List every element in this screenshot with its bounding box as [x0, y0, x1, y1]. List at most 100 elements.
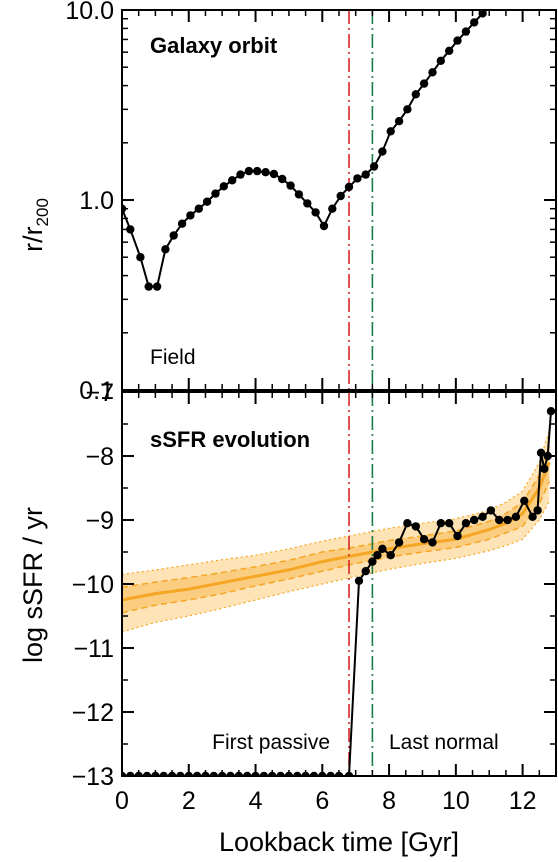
field-outer-high-line	[122, 430, 550, 575]
orbit-data-point	[303, 199, 312, 208]
ssfr-data-point	[176, 771, 185, 776]
orbit-data-point	[144, 282, 153, 291]
ssfr-data-point	[259, 771, 269, 776]
ssfr-data-point	[209, 771, 218, 776]
orbit-data-point	[261, 168, 270, 177]
orbit-data-point	[445, 46, 454, 55]
bottom-y-axis-label: log sSFR / yr	[18, 507, 48, 663]
bottom-y-tick-label: −13	[72, 763, 114, 791]
ssfr-data-point	[470, 515, 479, 525]
ssfr-data-point	[226, 771, 235, 776]
ssfr-data-point	[536, 448, 546, 457]
orbit-data-point	[378, 147, 387, 156]
bottom-y-tick-label: −12	[72, 699, 114, 727]
bottom-y-tick-label: −10	[72, 571, 114, 599]
orbit-data-point	[236, 170, 245, 179]
ssfr-data-point	[276, 771, 285, 776]
top-panel: 0.1 1.0 10.0 Galaxy orbit r/r200	[18, 0, 557, 405]
orbit-data-point	[228, 176, 237, 185]
ssfr-data-point	[378, 544, 387, 553]
ssfr-data-point	[344, 771, 354, 776]
field-label: Field	[150, 346, 196, 369]
orbit-data-point	[386, 127, 395, 136]
ssfr-data-point	[495, 515, 504, 525]
orbit-data-point	[126, 225, 135, 234]
ssfr-data-point	[528, 512, 537, 521]
orbit-data-point	[436, 56, 445, 65]
field-outer-low-line	[122, 500, 550, 633]
ssfr-data-point	[394, 538, 404, 547]
orbit-data-point	[169, 231, 178, 240]
orbit-data-point	[278, 174, 287, 184]
ssfr-data-point	[445, 519, 454, 528]
orbit-data-point	[186, 211, 195, 220]
orbit-data-point	[394, 117, 404, 126]
ssfr-data-point	[411, 522, 420, 531]
bottom-y-axis-label-text: log sSFR / yr	[18, 507, 48, 663]
bottom-y-tick-label: −9	[85, 507, 114, 535]
ssfr-data-point	[540, 464, 549, 473]
orbit-data-point	[194, 204, 203, 213]
first-passive-label: First passive	[212, 731, 330, 754]
bottom-panel: −13 −12 −11 −10 −9 −8 −7 0 2 4 6 8 10 12 sSFR evoluti…	[18, 346, 557, 857]
ssfr-data-point	[436, 519, 445, 528]
top-y-tick-label: 1.0	[79, 187, 114, 215]
ssfr-data-point	[361, 567, 370, 576]
orbit-data-point	[286, 181, 295, 190]
orbit-data-point	[152, 282, 162, 291]
top-y-axis-label: r/r200	[18, 198, 52, 252]
ssfr-data-point	[478, 512, 487, 521]
orbit-data-point	[253, 166, 262, 176]
top-y-axis-label-main: r/r	[18, 226, 48, 251]
orbit-data-point	[219, 182, 228, 191]
ssfr-data-point	[520, 496, 529, 505]
orbit-data-point	[489, 10, 493, 11]
field-inner-band	[122, 446, 550, 613]
top-y-axis-label-sub: 200	[33, 198, 52, 226]
x-tick-label: 10	[442, 787, 470, 815]
ssfr-data-point	[142, 771, 152, 776]
orbit-data-point	[244, 166, 254, 176]
bottom-y-tick-label: −8	[85, 443, 114, 471]
ssfr-data-point	[486, 506, 496, 515]
orbit-data-point	[461, 27, 471, 36]
orbit-data-point	[470, 18, 479, 27]
bottom-y-tick-label: −7	[85, 379, 114, 407]
orbit-data-point	[269, 169, 279, 179]
ssfr-data-point	[126, 771, 135, 776]
ssfr-data-point	[326, 771, 335, 776]
ssfr-data-point	[403, 519, 412, 528]
orbit-data-point	[361, 170, 370, 179]
orbit-data-point	[211, 189, 220, 198]
ssfr-data-point	[122, 771, 127, 776]
ssfr-data-point	[533, 506, 542, 515]
ssfr-data-point	[243, 771, 252, 776]
ssfr-data-point	[386, 551, 395, 560]
bottom-panel-title: sSFR evolution	[150, 427, 310, 452]
orbit-data-point	[161, 245, 170, 254]
x-tick-label: 4	[249, 787, 263, 815]
orbit-data-point	[478, 10, 487, 18]
x-tick-label: 6	[315, 787, 329, 815]
ssfr-data-point	[546, 407, 556, 416]
orbit-data-point	[177, 219, 187, 228]
ssfr-data-point	[503, 515, 512, 525]
x-axis-label: Lookback time [Gyr]	[219, 827, 459, 857]
orbit-data-point	[353, 174, 362, 183]
orbit-data-point	[403, 105, 412, 114]
x-tick-label: 2	[182, 787, 196, 815]
bottom-y-tick-label: −11	[73, 635, 114, 663]
ssfr-data-point	[293, 771, 302, 776]
ssfr-data-point	[354, 576, 364, 585]
orbit-data-point	[311, 208, 320, 217]
top-panel-title: Galaxy orbit	[150, 33, 278, 58]
ssfr-data-point	[159, 771, 168, 776]
ssfr-data-point	[368, 557, 377, 566]
ssfr-data-point	[428, 538, 437, 547]
ssfr-data-point	[461, 519, 471, 528]
x-tick-label: 0	[115, 787, 129, 815]
ssfr-data-point	[373, 551, 382, 560]
orbit-data-point	[336, 191, 345, 201]
orbit-data-point	[453, 36, 462, 45]
